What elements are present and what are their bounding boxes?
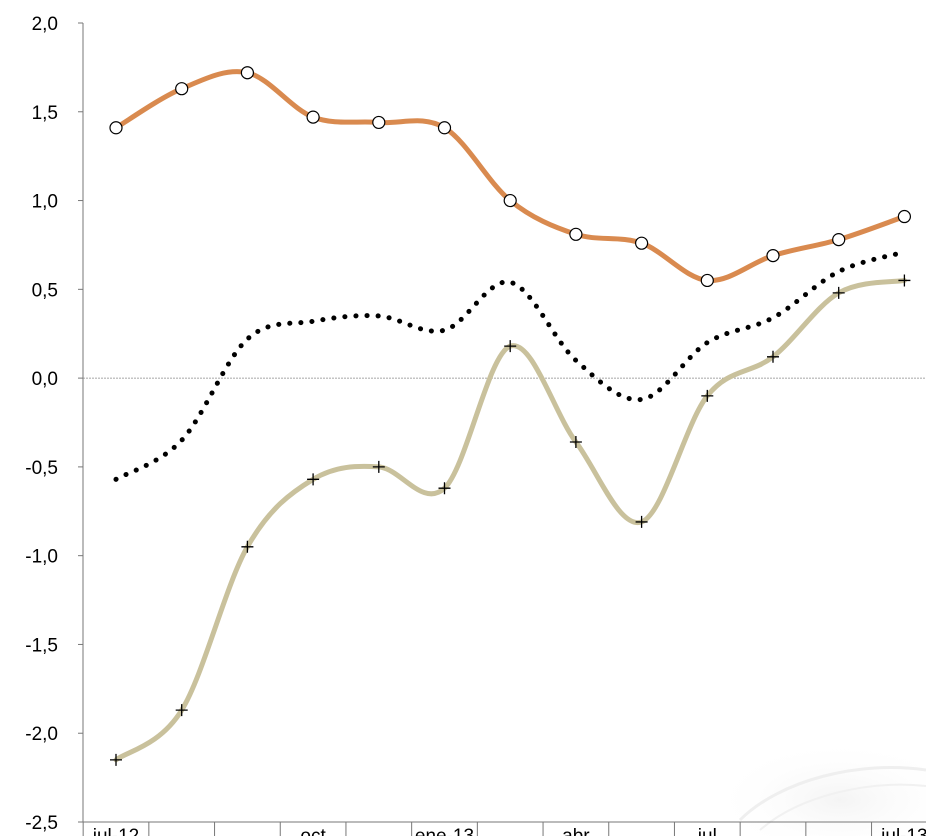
data-point-plus [701, 389, 714, 402]
data-point-plus [832, 286, 845, 299]
data-point-plus [635, 515, 648, 528]
data-point-plus [898, 274, 911, 287]
series-line [113, 249, 907, 482]
x-tick-label: jul-13 [880, 826, 926, 836]
data-point-circle [306, 110, 320, 124]
y-tick-label: 1,0 [32, 192, 58, 213]
y-tick-label: -2,0 [25, 724, 58, 745]
y-tick-label: -2,5 [25, 813, 58, 834]
series-2 [113, 249, 907, 482]
data-point-circle [240, 66, 254, 80]
series-layer [109, 66, 912, 766]
data-point-plus [241, 540, 254, 553]
data-point-circle [766, 248, 780, 263]
x-tick-label: jul [697, 826, 717, 836]
background-watermark [710, 740, 926, 836]
data-point-circle [700, 273, 714, 288]
series-line [113, 69, 907, 283]
series-1 [109, 66, 912, 288]
x-tick-label: oct [300, 826, 326, 836]
x-tick-label: ene-13 [415, 826, 474, 836]
data-point-circle [437, 121, 452, 135]
y-tick-label: -1,0 [25, 547, 58, 568]
axes [82, 23, 926, 823]
y-axis-ticks: 2,0 1,5 1,0 0,5 0,0 -0,5 -1,0 -1,5 -2,0 -2,5 [25, 14, 83, 834]
y-tick-label: 2,0 [32, 14, 58, 35]
data-point-circle [503, 193, 517, 208]
data-point-circle [897, 209, 912, 224]
data-point-plus [504, 340, 517, 353]
data-point-plus [307, 473, 320, 486]
data-point-circle [634, 236, 649, 250]
x-axis-ticks: jul-12 oct ene-13 abr jul jul-13 [82, 822, 926, 836]
data-point-circle [832, 233, 846, 247]
data-point-plus [438, 482, 451, 495]
data-point-circle [109, 121, 123, 135]
series-3 [110, 274, 911, 766]
y-tick-label: 1,5 [32, 103, 58, 124]
data-point-circle [569, 227, 583, 241]
data-point-plus [767, 350, 779, 363]
data-point-circle [372, 115, 386, 130]
data-point-circle [175, 82, 189, 96]
y-tick-label: -1,5 [25, 635, 58, 656]
data-point-plus [372, 460, 385, 473]
y-tick-label: 0,5 [32, 280, 58, 301]
y-tick-label: 0,0 [32, 369, 58, 390]
data-point-plus [569, 436, 582, 449]
data-point-plus [175, 704, 188, 717]
x-tick-label: abr [562, 826, 590, 836]
data-point-plus [110, 753, 122, 766]
y-tick-label: -0,5 [25, 458, 58, 479]
x-tick-label: jul-12 [92, 826, 139, 836]
